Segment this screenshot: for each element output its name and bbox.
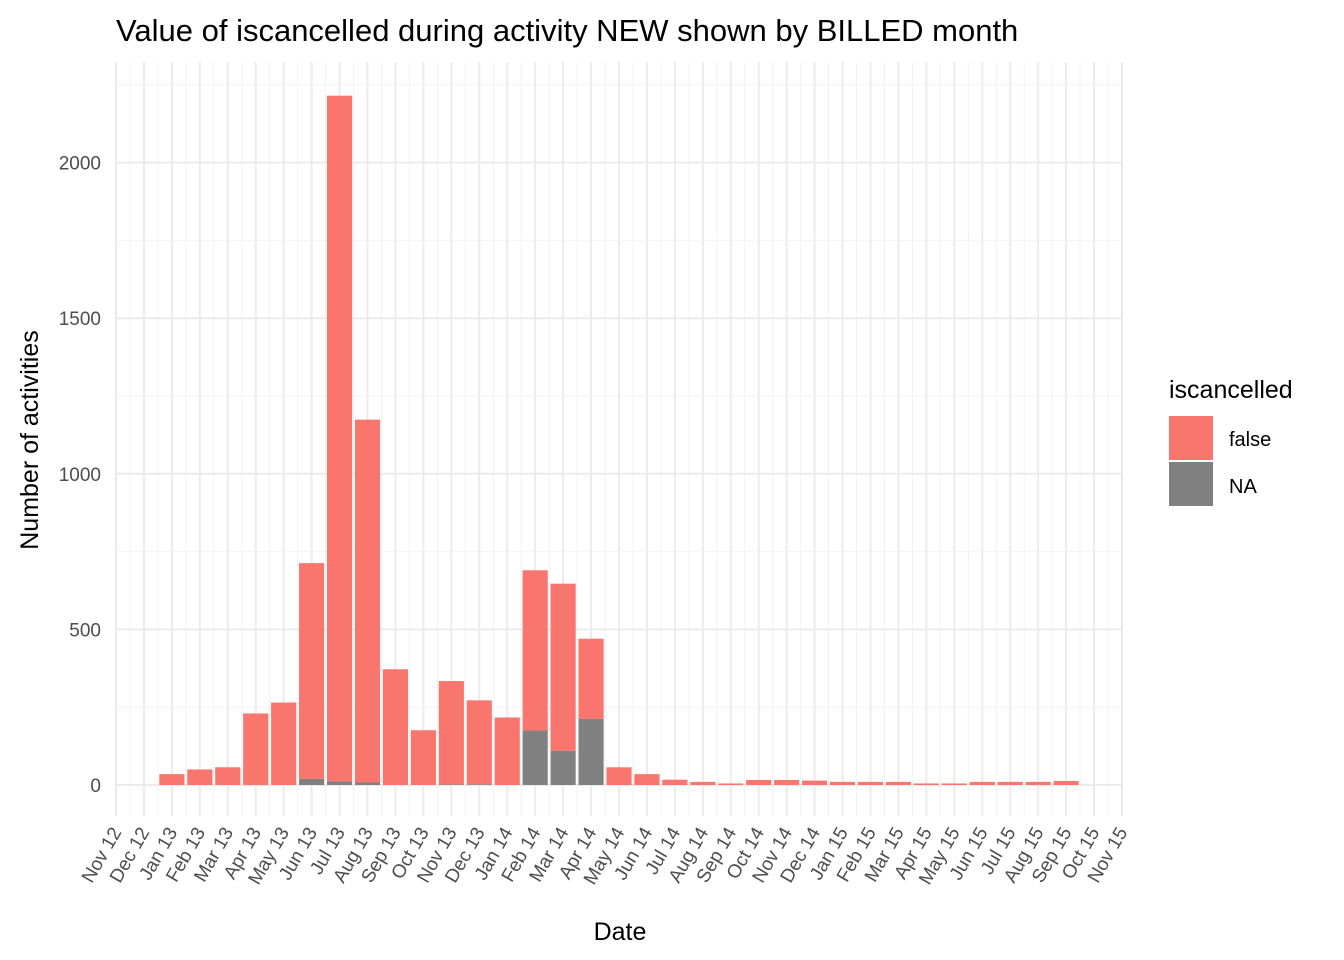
bar-false-feb-13 xyxy=(187,769,213,785)
bar-false-dec-13 xyxy=(466,700,492,785)
legend: iscancelled false NA xyxy=(1169,376,1293,506)
bar-false-oct-14 xyxy=(746,780,772,785)
bar-false-jan-13 xyxy=(159,774,185,785)
bar-false-aug-15 xyxy=(1025,781,1051,785)
y-tick-label: 1000 xyxy=(59,465,101,486)
bar-false-jul-15 xyxy=(997,781,1023,785)
bar-false-may-14 xyxy=(606,767,632,785)
bar-na-jun-13 xyxy=(299,778,325,785)
bar-na-apr-14 xyxy=(578,719,604,785)
legend-title: iscancelled xyxy=(1169,376,1293,404)
bar-false-jul-14 xyxy=(662,779,688,785)
legend-key-na xyxy=(1169,462,1213,506)
y-axis-title: Number of activities xyxy=(16,330,44,550)
bar-na-jul-13 xyxy=(326,781,353,785)
y-axis-ticks: 0 500 1000 1500 2000 xyxy=(59,154,101,797)
grid xyxy=(115,62,1123,816)
bar-false-mar-15 xyxy=(885,781,912,785)
bar-false-feb-15 xyxy=(857,781,884,785)
bar-false-feb-14 xyxy=(522,570,548,731)
y-tick-label: 0 xyxy=(90,776,101,797)
bar-false-may-15 xyxy=(941,783,967,785)
bar-false-sep-15 xyxy=(1053,780,1079,785)
bar-na-aug-13 xyxy=(354,782,381,785)
bar-false-jan-15 xyxy=(829,781,856,785)
bar-false-sep-13 xyxy=(382,669,409,785)
bar-false-aug-13 xyxy=(354,419,381,783)
bar-false-jun-15 xyxy=(969,781,995,785)
bar-false-apr-15 xyxy=(913,783,939,785)
bar-false-jun-13 xyxy=(299,563,325,779)
legend-key-false xyxy=(1169,416,1213,460)
legend-label-false: false xyxy=(1229,429,1271,451)
bar-false-nov-14 xyxy=(774,780,800,785)
bar-false-jun-14 xyxy=(634,774,660,785)
chart-title: Value of iscancelled during activity NEW… xyxy=(116,13,1018,48)
bar-false-apr-14 xyxy=(578,638,604,720)
bar-false-mar-13 xyxy=(215,767,241,785)
legend-label-na: NA xyxy=(1229,476,1257,498)
bar-na-nov-13 xyxy=(438,784,464,785)
bar-false-nov-13 xyxy=(438,681,464,785)
bar-na-dec-13 xyxy=(466,784,492,785)
y-tick-label: 2000 xyxy=(59,154,101,175)
y-tick-label: 500 xyxy=(69,620,101,641)
bar-false-apr-13 xyxy=(243,713,269,785)
bar-false-dec-14 xyxy=(802,780,828,785)
bar-na-feb-14 xyxy=(522,730,548,785)
bars xyxy=(159,95,1079,785)
bar-false-oct-13 xyxy=(410,730,436,785)
x-axis-title: Date xyxy=(594,918,647,946)
y-tick-label: 1500 xyxy=(59,309,101,330)
bar-false-sep-14 xyxy=(718,783,744,785)
bar-na-mar-14 xyxy=(550,750,576,785)
bar-false-aug-14 xyxy=(690,781,716,785)
bar-false-mar-14 xyxy=(550,583,576,751)
bar-false-may-13 xyxy=(271,702,297,785)
bar-false-jan-14 xyxy=(494,717,520,785)
bar-false-jul-13 xyxy=(326,95,353,782)
